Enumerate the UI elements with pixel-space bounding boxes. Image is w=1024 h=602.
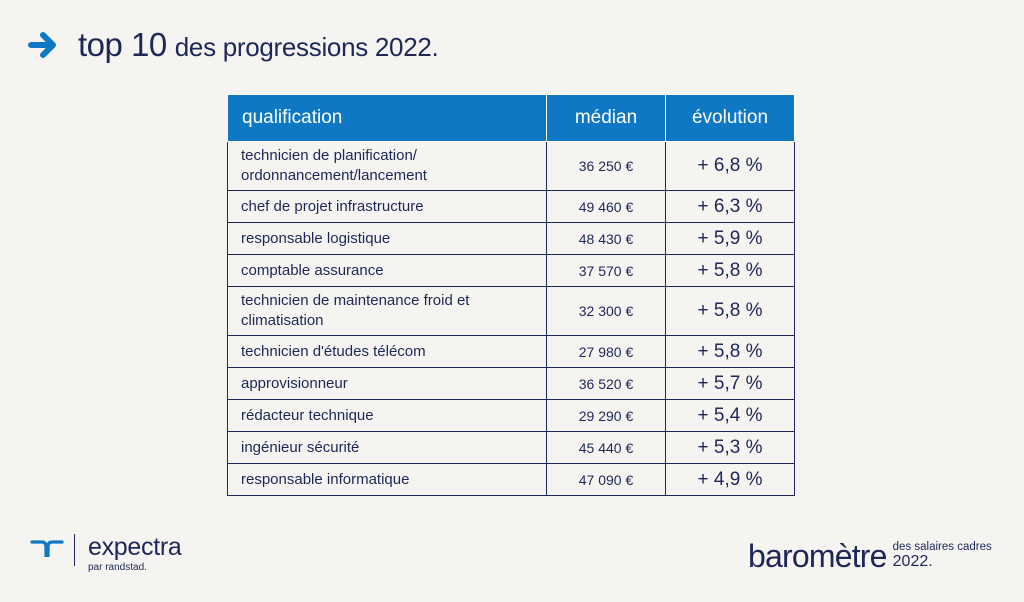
evolution-cell: + 5,9 % bbox=[665, 222, 795, 255]
column-header-median: médian bbox=[546, 94, 666, 142]
median-cell: 49 460 € bbox=[546, 190, 666, 223]
column-header-evolution: évolution bbox=[665, 94, 795, 142]
median-cell: 48 430 € bbox=[546, 222, 666, 255]
table-row: comptable assurance 37 570 € + 5,8 % bbox=[227, 254, 795, 287]
table-row: responsable logistique 48 430 € + 5,9 % bbox=[227, 222, 795, 255]
table-row: responsable informatique 47 090 € + 4,9 … bbox=[227, 463, 795, 496]
page-title-rest: des progressions 2022. bbox=[174, 32, 439, 62]
logo-divider bbox=[74, 534, 75, 566]
arrow-right-icon bbox=[28, 32, 56, 58]
qualification-cell: chef de projet infrastructure bbox=[227, 190, 547, 223]
qualification-cell: technicien de planification/ ordonnancem… bbox=[227, 141, 547, 191]
table-row: approvisionneur 36 520 € + 5,7 % bbox=[227, 367, 795, 400]
median-cell: 27 980 € bbox=[546, 335, 666, 368]
evolution-cell: + 5,3 % bbox=[665, 431, 795, 464]
qualification-cell: rédacteur technique bbox=[227, 399, 547, 432]
median-cell: 45 440 € bbox=[546, 431, 666, 464]
evolution-cell: + 5,8 % bbox=[665, 254, 795, 287]
evolution-cell: + 6,3 % bbox=[665, 190, 795, 223]
progressions-table: qualification médian évolution technicie… bbox=[227, 94, 795, 496]
page-header: top 10 des progressions 2022. bbox=[28, 26, 439, 64]
table-row: rédacteur technique 29 290 € + 5,4 % bbox=[227, 399, 795, 432]
barometre-logo: baromètre des salaires cadres 2022. bbox=[748, 540, 992, 572]
qualification-cell: responsable informatique bbox=[227, 463, 547, 496]
qualification-cell: technicien de maintenance froid et clima… bbox=[227, 286, 547, 336]
page-title-strong: top 10 bbox=[78, 26, 167, 63]
qualification-cell: responsable logistique bbox=[227, 222, 547, 255]
barometre-title: baromètre bbox=[748, 538, 887, 574]
table-row: ingénieur sécurité 45 440 € + 5,3 % bbox=[227, 431, 795, 464]
table-row: technicien de maintenance froid et clima… bbox=[227, 286, 795, 336]
median-cell: 36 250 € bbox=[546, 141, 666, 191]
median-cell: 29 290 € bbox=[546, 399, 666, 432]
median-cell: 32 300 € bbox=[546, 286, 666, 336]
table-row: technicien d'études télécom 27 980 € + 5… bbox=[227, 335, 795, 368]
brand-subtitle: par randstad. bbox=[88, 562, 147, 573]
barometre-year: 2022. bbox=[892, 553, 933, 570]
table-header-row: qualification médian évolution bbox=[227, 94, 795, 142]
expectra-logo: expectra par randstad. bbox=[30, 534, 182, 573]
randstad-logo-icon bbox=[30, 540, 64, 557]
evolution-cell: + 6,8 % bbox=[665, 141, 795, 191]
evolution-cell: + 4,9 % bbox=[665, 463, 795, 496]
qualification-cell: approvisionneur bbox=[227, 367, 547, 400]
table-row: chef de projet infrastructure 49 460 € +… bbox=[227, 190, 795, 223]
median-cell: 36 520 € bbox=[546, 367, 666, 400]
median-cell: 47 090 € bbox=[546, 463, 666, 496]
column-header-qualification: qualification bbox=[227, 94, 547, 142]
evolution-cell: + 5,4 % bbox=[665, 399, 795, 432]
qualification-cell: comptable assurance bbox=[227, 254, 547, 287]
barometre-subtitle: des salaires cadres bbox=[892, 541, 992, 553]
median-cell: 37 570 € bbox=[546, 254, 666, 287]
qualification-cell: ingénieur sécurité bbox=[227, 431, 547, 464]
evolution-cell: + 5,8 % bbox=[665, 286, 795, 336]
evolution-cell: + 5,8 % bbox=[665, 335, 795, 368]
qualification-cell: technicien d'études télécom bbox=[227, 335, 547, 368]
brand-name: expectra bbox=[88, 533, 182, 561]
evolution-cell: + 5,7 % bbox=[665, 367, 795, 400]
table-row: technicien de planification/ ordonnancem… bbox=[227, 141, 795, 191]
